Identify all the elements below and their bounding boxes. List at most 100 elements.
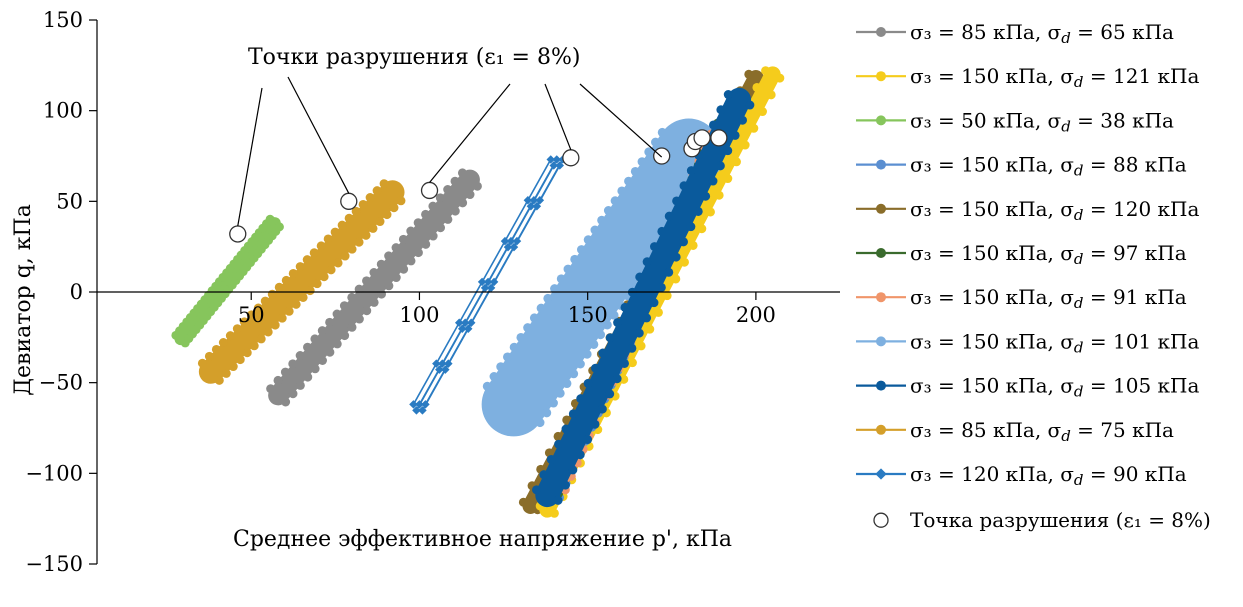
data-point xyxy=(325,317,335,327)
data-point xyxy=(428,201,438,211)
data-point xyxy=(347,292,357,302)
data-point xyxy=(650,242,660,252)
data-point xyxy=(749,123,759,133)
data-point xyxy=(716,105,726,115)
series-band xyxy=(268,169,480,406)
annotation-leader xyxy=(579,83,663,158)
legend-item: σ₃ = 150 кПа, σd = 105 кПа xyxy=(856,374,1199,401)
data-point xyxy=(406,226,416,236)
data-point xyxy=(723,174,733,184)
data-point xyxy=(609,310,619,320)
data-point xyxy=(274,222,284,232)
y-tick-label: 50 xyxy=(56,189,83,213)
data-point xyxy=(657,127,667,137)
data-point xyxy=(382,210,392,220)
data-point xyxy=(361,230,371,240)
data-point xyxy=(340,251,350,261)
data-point xyxy=(744,69,754,79)
data-point xyxy=(570,254,580,264)
data-point xyxy=(396,196,406,206)
data-point xyxy=(642,257,652,267)
data-point xyxy=(413,248,423,258)
data-point xyxy=(270,320,280,330)
legend-item: σ₃ = 120 кПа, σd = 90 кПа xyxy=(856,462,1187,489)
data-point xyxy=(358,199,368,209)
y-tick-label: −50 xyxy=(39,371,83,395)
legend-item: σ₃ = 50 кПа, σd = 38 кПа xyxy=(856,108,1174,135)
data-point xyxy=(332,339,342,349)
data-point xyxy=(242,348,252,358)
data-point xyxy=(375,217,385,227)
annotation-leader xyxy=(237,87,263,227)
data-point xyxy=(399,264,409,274)
series-band xyxy=(198,180,405,384)
data-point xyxy=(273,375,283,385)
data-point xyxy=(642,313,652,323)
data-point xyxy=(529,313,539,323)
data-point xyxy=(310,364,320,374)
legend-swatch-marker xyxy=(876,203,886,214)
data-point xyxy=(550,284,560,294)
data-point xyxy=(389,203,399,213)
data-point xyxy=(679,181,689,191)
data-point xyxy=(317,326,327,336)
data-point xyxy=(477,277,487,287)
data-point xyxy=(351,206,361,216)
annotation-leader xyxy=(287,76,350,194)
data-point xyxy=(715,161,725,171)
data-point xyxy=(421,209,431,219)
data-point xyxy=(332,309,342,319)
data-point xyxy=(340,331,350,341)
data-point xyxy=(379,179,389,189)
data-point xyxy=(409,400,418,409)
data-point xyxy=(221,368,231,378)
data-point xyxy=(740,140,750,150)
data-point xyxy=(597,404,607,414)
data-point xyxy=(709,120,719,130)
series-layer xyxy=(171,66,785,518)
data-point xyxy=(597,215,607,225)
data-point xyxy=(627,343,637,353)
x-tick-label: 100 xyxy=(399,303,439,327)
legend-swatch-marker xyxy=(875,468,887,480)
data-point xyxy=(630,166,640,176)
x-tick-label: 200 xyxy=(736,303,776,327)
annotation-leader xyxy=(429,83,511,183)
annotation-leader xyxy=(544,83,572,151)
data-point xyxy=(263,327,273,337)
data-point xyxy=(569,369,579,379)
legend-swatch-marker xyxy=(876,292,886,303)
data-point xyxy=(620,302,630,312)
data-point xyxy=(583,235,593,245)
data-point xyxy=(555,388,565,398)
y-tick-label: 150 xyxy=(43,8,83,32)
data-point xyxy=(730,130,740,140)
failure-point xyxy=(653,147,671,165)
data-point xyxy=(576,394,586,404)
x-tick-label: 50 xyxy=(238,303,265,327)
data-point xyxy=(671,252,681,262)
data-point xyxy=(369,297,379,307)
data-point xyxy=(337,220,347,230)
data-point xyxy=(457,168,467,178)
data-point xyxy=(612,374,622,384)
data-point xyxy=(344,213,354,223)
data-point xyxy=(693,206,703,216)
legend-label: σ₃ = 150 кПа, σd = 97 кПа xyxy=(910,241,1187,268)
data-point xyxy=(554,439,564,449)
legend-swatch-marker xyxy=(876,380,886,391)
data-point xyxy=(575,359,585,369)
legend-label: σ₃ = 85 кПа, σd = 75 кПа xyxy=(910,418,1174,445)
data-point xyxy=(309,248,319,258)
data-point xyxy=(589,339,599,349)
data-point xyxy=(450,206,460,216)
data-point xyxy=(745,100,755,110)
legend-item: σ₃ = 85 кПа, σd = 65 кПа xyxy=(856,20,1174,47)
legend-label: σ₃ = 150 кПа, σd = 91 кПа xyxy=(910,285,1187,312)
data-point xyxy=(204,351,214,361)
series-1 xyxy=(266,168,482,407)
data-point xyxy=(218,338,228,348)
data-point xyxy=(613,318,623,328)
